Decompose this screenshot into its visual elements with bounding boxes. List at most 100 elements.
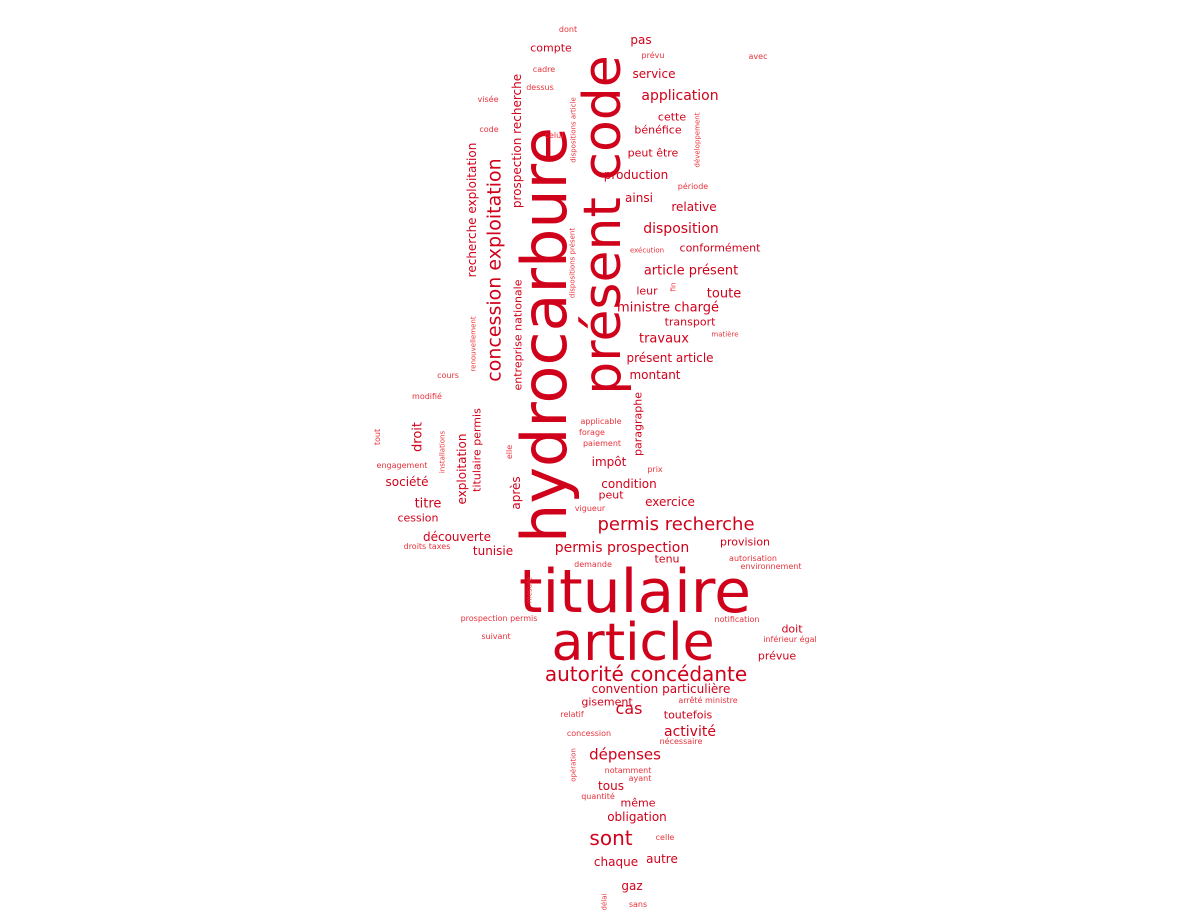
word-entreprise-nationale: entreprise nationale [511, 279, 525, 391]
word-notamment: notamment [604, 766, 652, 775]
word-gaz: gaz [621, 879, 643, 893]
word-vigueur: vigueur [574, 504, 606, 513]
word-arrete-ministre: arrêté ministre [678, 696, 738, 705]
word-matiere: matière [711, 330, 739, 339]
word-cas: cas [615, 699, 643, 718]
word-ayant: ayant [628, 774, 652, 783]
word-titulaire: titulaire [518, 557, 752, 627]
word-dessus: dessus [526, 83, 554, 92]
word-relatif: relatif [560, 710, 584, 719]
word-environnement: environnement [740, 562, 802, 571]
word-developpement: développement [693, 112, 702, 168]
word-prospection-permis: prospection permis [460, 614, 538, 623]
word-prospection-recherche: prospection recherche [510, 73, 524, 209]
word-exploitation: exploitation [455, 433, 469, 505]
word-disposition: disposition [643, 221, 719, 237]
word-fin: fin [669, 282, 678, 292]
word-ainsi: ainsi [625, 191, 653, 205]
word-elle: elle [505, 444, 514, 460]
word-modifie: modifié [412, 392, 442, 401]
word-apres: après [509, 476, 523, 510]
word-meme: même [620, 796, 656, 810]
word-tunisie: tunisie [472, 544, 514, 558]
word-dispositions-present: dispositions présent [568, 227, 577, 299]
word-autorisation: autorisation [729, 554, 777, 563]
word-permis-recherche: permis recherche [597, 514, 755, 535]
word-condition: condition [601, 477, 657, 491]
word-present-code: présent code [573, 55, 633, 395]
word-concession: concession [566, 729, 612, 738]
word-tenu: tenu [654, 552, 680, 566]
word-cours: cours [437, 371, 459, 380]
word-renouvellement: renouvellement [469, 316, 478, 372]
word-tous: tous [598, 779, 624, 793]
word-article-present: article présent [643, 263, 739, 279]
word-conformement: conformément [679, 241, 761, 255]
word-tout: tout [373, 428, 382, 446]
word-prevu: prévu [641, 51, 665, 60]
word-provision: provision [719, 535, 771, 549]
word-decouverte: découverte [422, 530, 492, 544]
word-quantite: quantité [581, 792, 615, 801]
word-chaque: chaque [593, 855, 639, 869]
word-titulaire-permis: titulaire permis [470, 408, 484, 492]
word-autorite-concedante: autorité concédante [544, 662, 748, 686]
word-sont: sont [589, 826, 633, 850]
word-installations: installations [438, 430, 447, 474]
word-mesure: mesure [525, 576, 534, 604]
word-droits-taxes: droits taxes [403, 542, 451, 551]
word-operation: opération [569, 748, 578, 782]
word-application: application [641, 88, 719, 104]
word-titre: titre [414, 496, 442, 512]
word-concession-exploitation: concession exploitation [483, 158, 506, 382]
word-applicable: applicable [580, 417, 622, 426]
word-service: service [632, 67, 676, 81]
word-impot: impôt [591, 455, 627, 469]
word-permis-prospection: permis prospection [554, 540, 690, 556]
word-code: code [479, 125, 499, 134]
word-autre: autre [646, 852, 678, 866]
word-toute: toute [706, 286, 742, 302]
word-obligation: obligation [607, 810, 667, 824]
word-toutefois: toutefois [663, 708, 713, 722]
word-dont: dont [558, 25, 578, 34]
word-exercice: exercice [645, 495, 695, 509]
word-cession: cession [397, 511, 439, 525]
word-gisement: gisement [581, 695, 633, 709]
word-sans: sans [628, 900, 648, 909]
word-prevue: prévue [757, 649, 797, 663]
word-article: article [551, 613, 715, 673]
word-doit: doit [781, 622, 803, 636]
word-paiement: paiement [582, 439, 622, 448]
word-transport: transport [664, 315, 716, 329]
word-celle: celle [655, 833, 675, 842]
word-relative: relative [671, 200, 717, 214]
word-celui: celui [544, 131, 564, 140]
word-compte: compte [530, 41, 572, 55]
word-necessaire: nécessaire [659, 737, 703, 746]
word-ministre-charge: ministre chargé [617, 300, 719, 316]
word-forage: forage [579, 428, 605, 437]
word-prix: prix [647, 465, 663, 474]
word-droit: droit [410, 422, 426, 452]
word-visee: visée [477, 95, 499, 104]
word-delai: délai [600, 893, 609, 911]
word-demande: demande [574, 560, 612, 569]
word-dispositions-article: dispositions article [569, 97, 578, 163]
word-activite: activité [664, 724, 716, 740]
word-execution: exécution [629, 246, 665, 255]
word-societe: société [385, 475, 429, 489]
word-travaux: travaux [638, 331, 690, 347]
word-convention-particuliere: convention particulière [591, 682, 731, 696]
word-periode: période [677, 182, 709, 191]
word-peut-etre: peut être [627, 146, 679, 160]
word-leur: leur [636, 284, 658, 298]
word-present-article: présent article [626, 351, 714, 365]
word-suivant: suivant [481, 632, 511, 641]
word-recherche-exploitation: recherche exploitation [465, 142, 479, 278]
word-cette: cette [657, 110, 687, 124]
word-notification: notification [714, 615, 760, 624]
word-montant: montant [629, 368, 681, 382]
